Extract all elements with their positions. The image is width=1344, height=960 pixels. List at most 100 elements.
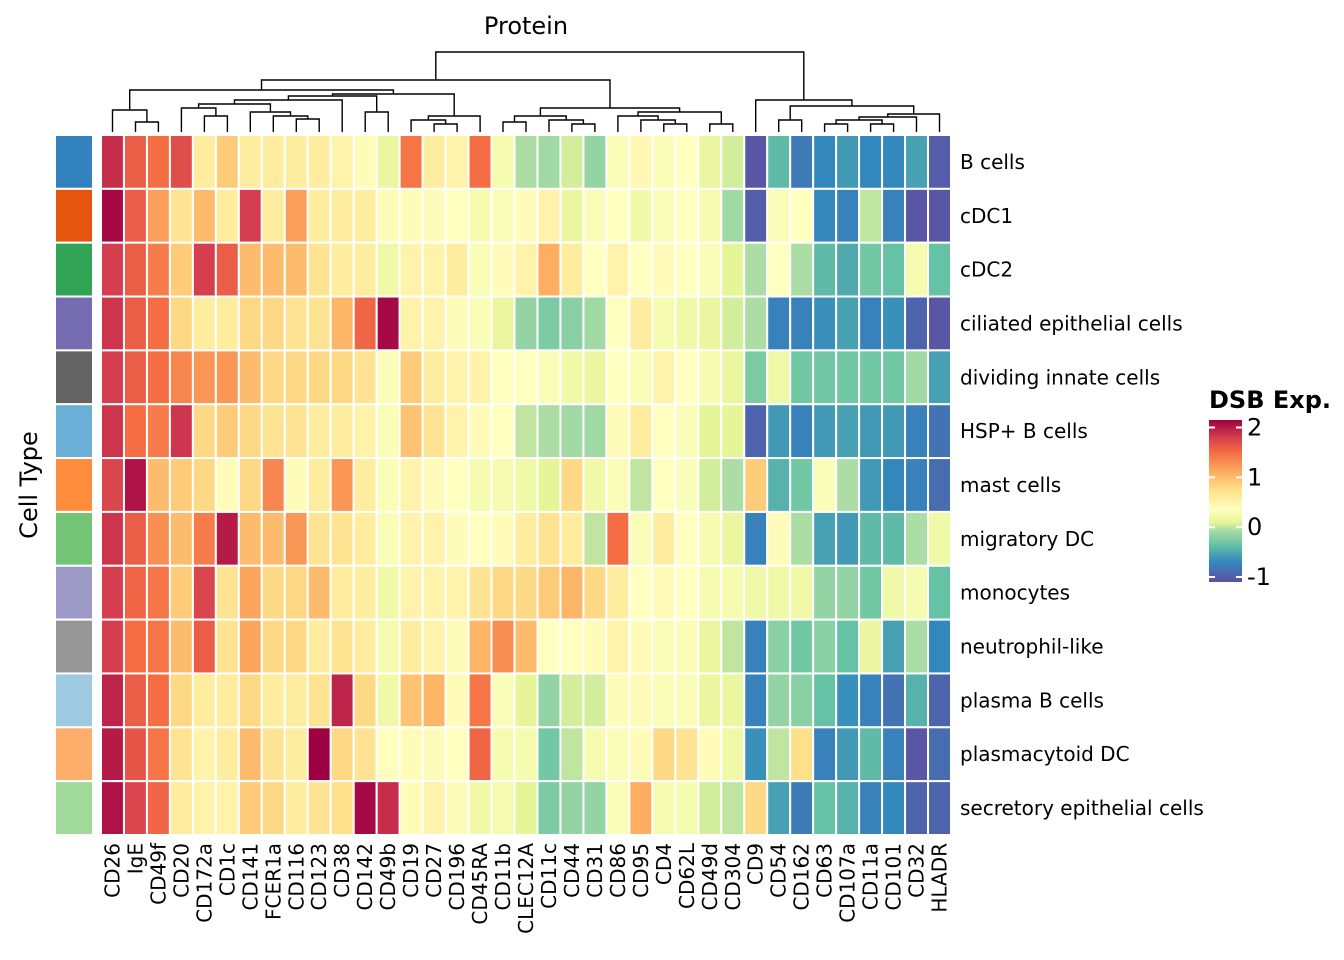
heatmap-cell-monocytes-cd31 xyxy=(582,564,608,621)
heatmap-cell-plasma-b-cells-cd304 xyxy=(720,672,746,729)
heatmap-cell-plasma-b-cells-cd20 xyxy=(168,672,194,729)
heatmap-cell-monocytes-ige xyxy=(122,564,148,621)
column-label-cd11b: CD11b xyxy=(491,843,515,911)
heatmap-cell-mast-cells-cd63 xyxy=(812,457,838,513)
heatmap-cell-neutrophil-like-cd123 xyxy=(306,618,332,675)
heatmap-cell-plasmacytoid-dc-hladr xyxy=(927,726,953,783)
heatmap-cell-dividing-innate-cells-cd54 xyxy=(766,349,792,406)
heatmap-cell-cdc1-cd38 xyxy=(329,187,355,244)
heatmap-cell-cdc1-cd44 xyxy=(559,187,585,244)
dendrogram-branch-21 xyxy=(663,123,688,132)
heatmap-cell-hsp-b-cells-cd32 xyxy=(904,403,930,460)
heatmap-cell-migratory-dc-cd54 xyxy=(766,510,792,567)
column-label-cd27: CD27 xyxy=(422,843,446,898)
heatmap-cell-hsp-b-cells-cd1c xyxy=(214,403,240,460)
heatmap-cell-b-cells-cd123 xyxy=(306,134,332,190)
chart-title: Protein xyxy=(484,12,568,40)
heatmap-cell-mast-cells-cd304 xyxy=(720,457,746,513)
heatmap-cell-secretory-epithelial-cells-cd196 xyxy=(444,780,470,837)
heatmap-cell-cdc2-cd9 xyxy=(743,241,769,298)
heatmap-cell-cdc2-cd49f xyxy=(145,241,171,298)
heatmap-cell-cdc1-cd123 xyxy=(306,187,332,244)
heatmap-cell-cdc2-cd101 xyxy=(881,241,907,298)
heatmap-cell-neutrophil-like-cd54 xyxy=(766,618,792,675)
column-label-cd11c: CD11c xyxy=(537,843,561,909)
heatmap-cell-mast-cells-cd141 xyxy=(237,457,263,513)
heatmap-cell-neutrophil-like-cd49d xyxy=(697,618,723,675)
heatmap-cell-mast-cells-cd49b xyxy=(375,457,401,513)
heatmap-cell-monocytes-cd32 xyxy=(904,564,930,621)
heatmap-cell-plasma-b-cells-cd54 xyxy=(766,672,792,729)
column-label-cd304: CD304 xyxy=(721,843,745,911)
heatmap-cell-hsp-b-cells-cd142 xyxy=(352,403,378,460)
heatmap-cell-cdc2-cd44 xyxy=(559,241,585,298)
row-annotation-ciliated-epithelial-cells xyxy=(54,295,94,352)
heatmap-cell-hsp-b-cells-cd172a xyxy=(191,403,217,460)
heatmap-cell-mast-cells-cd44 xyxy=(559,457,585,513)
heatmap-cell-b-cells-cd86 xyxy=(605,134,631,190)
heatmap-cell-plasma-b-cells-cd162 xyxy=(789,672,815,729)
heatmap-cell-migratory-dc-cd44 xyxy=(559,510,585,567)
heatmap-cell-migratory-dc-cd19 xyxy=(398,510,424,567)
heatmap-cell-b-cells-hladr xyxy=(927,134,953,190)
heatmap-cell-cdc1-cd11b xyxy=(490,187,516,244)
heatmap-cell-ciliated-epithelial-cells-cd11a xyxy=(858,295,884,352)
legend-colorbar xyxy=(1209,420,1242,582)
heatmap-cell-cdc1-cd27 xyxy=(421,187,447,244)
heatmap-cell-plasmacytoid-dc-cd4 xyxy=(651,726,677,783)
heatmap-cell-b-cells-cd19 xyxy=(398,134,424,190)
heatmap-cell-hsp-b-cells-cd9 xyxy=(743,403,769,460)
heatmap-cell-b-cells-cd45ra xyxy=(467,134,493,190)
row-annotation-mast-cells xyxy=(54,457,94,513)
heatmap-cell-hsp-b-cells-cd44 xyxy=(559,403,585,460)
heatmap-cell-plasmacytoid-dc-cd142 xyxy=(352,726,378,783)
heatmap-cell-plasmacytoid-dc-cd49d xyxy=(697,726,723,783)
heatmap-cell-ciliated-epithelial-cells-cd172a xyxy=(191,295,217,352)
dendrogram-branch-28 xyxy=(778,119,803,132)
heatmap-cell-b-cells-cd31 xyxy=(582,134,608,190)
heatmap-cell-mast-cells-cd45ra xyxy=(467,457,493,513)
heatmap-cell-plasmacytoid-dc-cd107a xyxy=(835,726,861,783)
heatmap-cell-monocytes-cd116 xyxy=(283,564,309,621)
heatmap-cell-ciliated-epithelial-cells-cd11c xyxy=(536,295,562,352)
heatmap-cell-monocytes-cd19 xyxy=(398,564,424,621)
heatmap-cell-cdc1-cd54 xyxy=(766,187,792,244)
heatmap-cell-ciliated-epithelial-cells-cd26 xyxy=(100,295,125,352)
heatmap-cell-plasma-b-cells-cd196 xyxy=(444,672,470,729)
heatmap-cell-b-cells-cd95 xyxy=(628,134,654,190)
heatmap-cell-neutrophil-like-cd304 xyxy=(720,618,746,675)
heatmap-cell-secretory-epithelial-cells-cd38 xyxy=(329,780,355,837)
heatmap-cell-secretory-epithelial-cells-ige xyxy=(122,780,148,837)
heatmap-cell-monocytes-cd26 xyxy=(100,564,125,621)
heatmap-cell-mast-cells-cd107a xyxy=(835,457,861,513)
heatmap-cell-ciliated-epithelial-cells-cd196 xyxy=(444,295,470,352)
heatmap-cell-neutrophil-like-cd101 xyxy=(881,618,907,675)
heatmap-cell-migratory-dc-cd101 xyxy=(881,510,907,567)
heatmap-cell-neutrophil-like-fcer1a xyxy=(260,618,286,675)
heatmap-cell-migratory-dc-cd27 xyxy=(421,510,447,567)
heatmap-cell-hsp-b-cells-clec12a xyxy=(513,403,539,460)
heatmap-cell-hsp-b-cells-cd27 xyxy=(421,403,447,460)
heatmap-cell-mast-cells-cd19 xyxy=(398,457,424,513)
heatmap-cell-ciliated-epithelial-cells-hladr xyxy=(927,295,953,352)
heatmap-cell-plasma-b-cells-cd45ra xyxy=(467,672,493,729)
heatmap-cell-mast-cells-cd123 xyxy=(306,457,332,513)
heatmap-cell-cdc1-cd11a xyxy=(858,187,884,244)
heatmap-cell-monocytes-cd196 xyxy=(444,564,470,621)
dendrogram-branch-7 xyxy=(249,111,292,132)
heatmap-cell-monocytes-cd123 xyxy=(306,564,332,621)
heatmap-cell-b-cells-cd49b xyxy=(375,134,401,190)
heatmap-cell-ciliated-epithelial-cells-cd162 xyxy=(789,295,815,352)
column-label-cd123: CD123 xyxy=(307,843,331,911)
heatmap-cell-b-cells-cd1c xyxy=(214,134,240,190)
heatmap-cell-migratory-dc-cd304 xyxy=(720,510,746,567)
heatmap-cell-migratory-dc-cd142 xyxy=(352,510,378,567)
legend-tick-label-1: 1 xyxy=(1247,463,1262,491)
heatmap-cell-secretory-epithelial-cells-cd45ra xyxy=(467,780,493,837)
heatmap-cell-monocytes-cd4 xyxy=(651,564,677,621)
heatmap-cell-monocytes-cd95 xyxy=(628,564,654,621)
row-label-b-cells: B cells xyxy=(960,150,1025,174)
heatmap-cell-b-cells-cd172a xyxy=(191,134,217,190)
heatmap-cell-cdc1-cd49f xyxy=(145,187,171,244)
